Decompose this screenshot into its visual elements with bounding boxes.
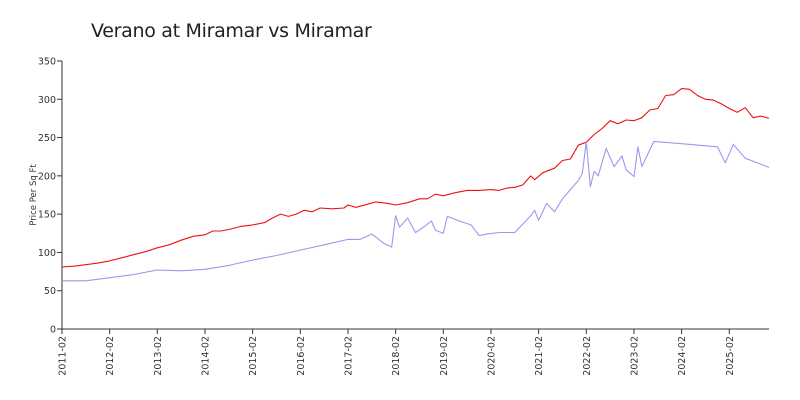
y-tick-label: 200 bbox=[38, 171, 56, 182]
series-lines bbox=[61, 88, 770, 282]
y-tick-label: 0 bbox=[50, 325, 56, 336]
x-tick-label: 2019-02 bbox=[439, 336, 450, 376]
x-tick-label: 2022-02 bbox=[582, 336, 593, 376]
x-tick-label: 2014-02 bbox=[200, 336, 211, 376]
x-tick-label: 2020-02 bbox=[486, 336, 497, 376]
y-tick-label: 100 bbox=[38, 248, 56, 259]
x-tick-label: 2025-02 bbox=[725, 336, 736, 376]
x-tick-label: 2024-02 bbox=[677, 336, 688, 376]
y-tick-label: 50 bbox=[44, 286, 56, 297]
y-axis: 0 50 100 150 200 250 300 350 bbox=[38, 57, 63, 336]
x-tick-label: 2015-02 bbox=[248, 336, 259, 376]
x-tick-label: 2023-02 bbox=[629, 336, 640, 376]
x-tick-label: 2013-02 bbox=[153, 336, 164, 376]
y-tick-label: 300 bbox=[38, 95, 56, 106]
x-tick-label: 2017-02 bbox=[343, 336, 354, 376]
series-line-1 bbox=[61, 88, 770, 268]
x-tick-label: 2018-02 bbox=[391, 336, 402, 376]
series-line-2 bbox=[62, 140, 770, 282]
y-tick-label: 150 bbox=[38, 210, 56, 221]
y-tick-label: 350 bbox=[38, 57, 56, 68]
chart-title: Verano at Miramar vs Miramar bbox=[91, 20, 372, 42]
x-tick-label: 2021-02 bbox=[534, 336, 545, 376]
x-tick-label: 2012-02 bbox=[105, 336, 116, 376]
x-tick-label: 2011-02 bbox=[58, 336, 69, 376]
y-axis-label: Price Per Sq Ft bbox=[29, 164, 39, 226]
x-axis: 2011-02 2012-02 2013-02 2014-02 2015-02 2016-… bbox=[58, 328, 769, 376]
y-tick-label: 250 bbox=[38, 133, 56, 144]
x-tick-label: 2016-02 bbox=[296, 336, 307, 376]
